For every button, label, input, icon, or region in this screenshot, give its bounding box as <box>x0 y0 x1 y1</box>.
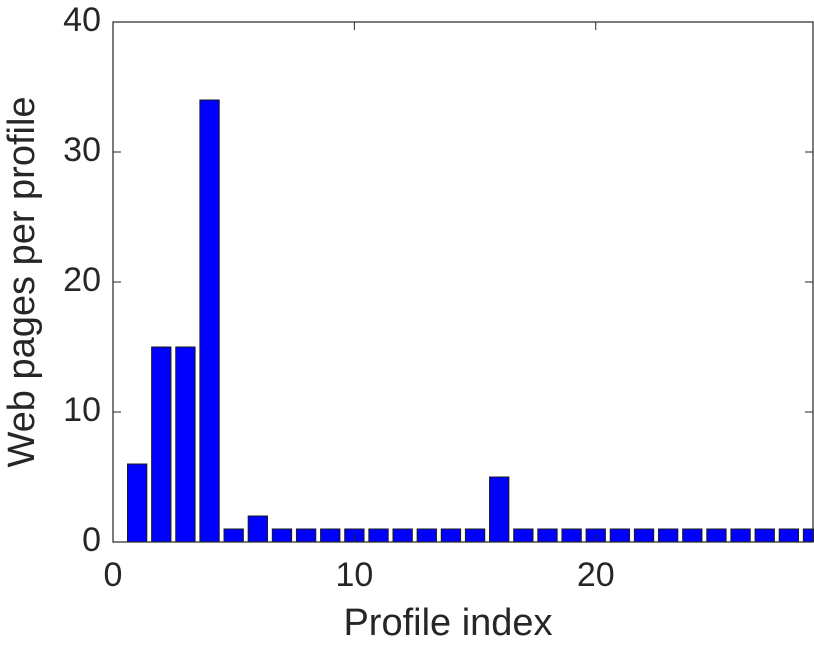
bar <box>561 528 582 542</box>
bar <box>247 515 268 542</box>
bar <box>682 528 703 542</box>
bar <box>513 528 534 542</box>
bar <box>489 476 510 542</box>
bar <box>295 528 317 542</box>
bar <box>175 346 196 542</box>
bar <box>609 528 631 542</box>
bar <box>126 463 148 542</box>
plot-area <box>126 99 814 542</box>
y-tick-label: 10 <box>63 391 101 429</box>
bar <box>392 528 413 542</box>
x-tick-label: 20 <box>577 556 615 594</box>
y-tick-label: 30 <box>63 131 101 169</box>
bar <box>754 528 775 542</box>
bar <box>368 528 389 542</box>
y-tick-label: 40 <box>63 1 101 39</box>
bar <box>440 528 462 542</box>
y-tick-label: 20 <box>63 261 101 299</box>
bar <box>658 528 679 542</box>
bar <box>730 528 751 542</box>
bar <box>416 528 437 542</box>
bar <box>706 528 727 542</box>
x-tick-label: 10 <box>335 556 373 594</box>
y-axis-label: Web pages per profile <box>1 96 43 467</box>
x-axis-label: Profile index <box>343 602 552 644</box>
bar <box>320 528 341 542</box>
x-tick-label: 0 <box>104 556 123 594</box>
bar <box>633 528 655 542</box>
bar <box>151 346 172 542</box>
bar <box>778 528 800 542</box>
bar <box>199 99 220 542</box>
bar <box>537 528 558 542</box>
bar <box>271 528 293 542</box>
bar <box>223 528 244 542</box>
y-tick-label: 0 <box>82 521 101 559</box>
bar <box>464 528 486 542</box>
